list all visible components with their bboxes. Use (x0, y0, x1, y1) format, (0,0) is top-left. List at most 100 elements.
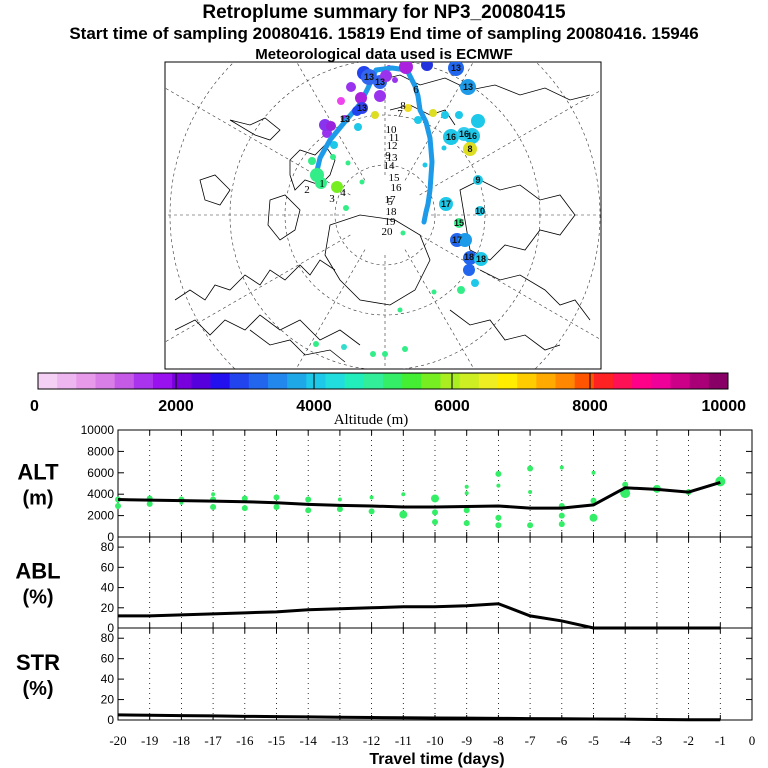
y-tick-label: 0 (107, 530, 114, 544)
cluster-point (431, 494, 439, 503)
x-tick-label: -20 (109, 733, 126, 748)
day-label: 3 (329, 193, 335, 205)
cluster-label: 13 (375, 77, 385, 87)
colorbar-swatch (172, 373, 192, 389)
colorbar-swatch (651, 373, 671, 389)
colorbar-tick-label: 8000 (572, 398, 608, 415)
sampling-times: Start time of sampling 20080416. 15819 E… (69, 24, 699, 43)
colorbar-tick-label: 0 (30, 398, 39, 415)
cluster-point (115, 502, 121, 509)
colorbar-swatch (229, 373, 250, 389)
cluster-label: 17 (452, 235, 462, 245)
x-tick-label: -13 (331, 733, 348, 748)
y-tick-label: 8000 (87, 444, 114, 458)
colorbar-swatch (613, 373, 633, 389)
cluster-point (241, 505, 248, 512)
day-label: 1 (319, 178, 325, 190)
meteo-data-note: Meteorological data used is ECMWF (255, 46, 513, 63)
x-tick-label: -19 (141, 733, 158, 748)
series-line (117, 713, 721, 722)
y-tick-label: 40 (101, 581, 115, 595)
y-tick-label: 0 (107, 621, 114, 635)
colorbar-tick-label: 2000 (158, 398, 194, 415)
day-label: 16 (391, 182, 403, 194)
cluster-point (305, 507, 312, 514)
colorbar-swatch (268, 373, 288, 389)
x-tick-label: -10 (426, 733, 443, 748)
day-label: 12 (387, 140, 398, 152)
x-tick-label: -12 (363, 733, 380, 748)
cluster-point (558, 521, 565, 528)
cluster-point (368, 508, 375, 515)
y-tick-label: 80 (101, 631, 115, 645)
cluster-point (527, 465, 534, 472)
colorbar-swatch (325, 373, 346, 389)
x-axis-label: Travel time (days) (369, 751, 504, 768)
cluster-point (401, 492, 406, 497)
cluster-point (337, 497, 342, 502)
cluster-point (210, 504, 217, 511)
day-label: 11 (389, 132, 400, 144)
chart-title: Retroplume summary for NP3_20080415 (202, 2, 566, 23)
cluster-label: 13 (340, 114, 350, 124)
colorbar-swatch (440, 373, 461, 389)
x-tick-label: -18 (173, 733, 190, 748)
colorbar-swatch (76, 373, 96, 389)
x-tick-label: -5 (588, 733, 599, 748)
cluster-label: 13 (364, 72, 374, 82)
colorbar-swatch (114, 373, 135, 389)
cluster-point (273, 504, 280, 511)
cluster-point (336, 506, 343, 513)
panel-str: 0 20 40 60 80 STR (%) (16, 627, 753, 727)
cluster-label: 16 (446, 132, 456, 142)
panel-unit: (%) (22, 587, 53, 609)
x-tick-label: -14 (300, 733, 318, 748)
colorbar-swatch (421, 373, 441, 389)
colorbar-swatch (133, 373, 154, 389)
colorbar-swatch (191, 373, 211, 389)
cluster-label: 8 (467, 144, 472, 154)
colorbar-swatch (383, 373, 403, 389)
cluster-point (527, 522, 534, 529)
day-label: 17 (385, 194, 397, 206)
cluster-point (495, 514, 502, 521)
colorbar-swatch (344, 373, 365, 389)
panel-abl: 0 20 40 60 80 ABL (%) (15, 536, 753, 635)
colorbar-swatch (670, 373, 691, 389)
cluster-label: 18 (476, 254, 486, 264)
x-tick-label: -16 (236, 733, 254, 748)
cluster-point (464, 491, 469, 496)
day-label: 18 (386, 206, 398, 218)
y-tick-label: 2000 (87, 509, 114, 523)
day-label: 13 (387, 152, 399, 164)
cluster-point (559, 465, 564, 470)
x-tick-label: -4 (620, 733, 631, 748)
cluster-point (496, 483, 501, 488)
panel-label: ALT (17, 460, 59, 485)
y-tick-label: 20 (101, 693, 115, 707)
colorbar-swatch (57, 373, 77, 389)
colorbar-swatch (593, 373, 614, 389)
colorbar-swatch (498, 373, 518, 389)
colorbar-tick-label: 4000 (296, 398, 332, 415)
cluster-label: 13 (463, 82, 473, 92)
cluster-point (558, 512, 565, 519)
colorbar-swatch (689, 373, 710, 389)
cluster-point (590, 497, 597, 504)
x-tick-label: -1 (715, 733, 726, 748)
cluster-point (273, 494, 280, 501)
cluster-label: 13 (451, 63, 461, 73)
x-tick-label: -7 (525, 733, 536, 748)
cluster-label: 13 (357, 103, 367, 113)
cluster-point (146, 500, 153, 507)
y-tick-label: 40 (101, 672, 115, 686)
cluster-point (464, 484, 469, 489)
colorbar-swatch (459, 373, 480, 389)
panel-unit: (%) (22, 678, 53, 700)
colorbar-swatch (306, 373, 326, 389)
cluster-point (495, 522, 502, 529)
cluster-label: 16 (459, 129, 469, 139)
x-tick-label: -3 (651, 733, 662, 748)
